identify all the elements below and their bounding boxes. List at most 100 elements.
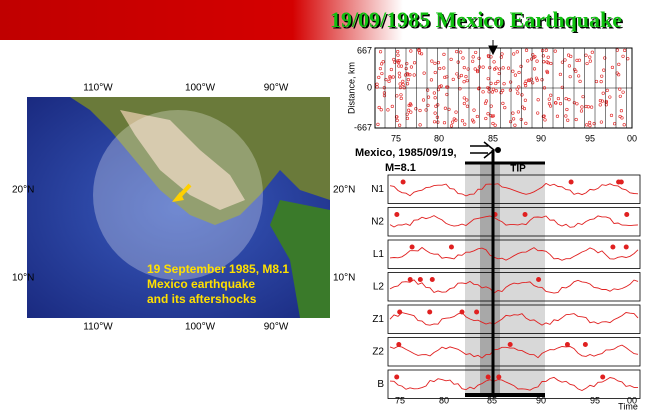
dot [545, 70, 550, 75]
event-arrow [488, 40, 498, 56]
dot [494, 89, 498, 93]
title: 19/09/1985 Mexico Earthquake [330, 7, 622, 32]
dot [430, 59, 434, 63]
dot [496, 79, 500, 84]
dot [598, 98, 602, 103]
dot [398, 75, 402, 79]
dot [509, 80, 513, 84]
dot [405, 82, 410, 86]
dot [399, 96, 403, 101]
lon-label: 90°W [264, 322, 289, 333]
dot [443, 75, 447, 79]
row-label: L1 [373, 249, 385, 260]
dot [462, 66, 466, 70]
dot [512, 52, 516, 56]
row-label: Z2 [372, 346, 384, 357]
dot [602, 68, 606, 72]
dot [391, 75, 395, 79]
dot [501, 88, 505, 93]
dot [460, 119, 465, 123]
dot [599, 120, 603, 124]
alarm-dot [507, 342, 513, 347]
row-curve [389, 376, 639, 391]
dot [417, 48, 421, 52]
y-tick-label: 0 [367, 82, 372, 92]
dot [418, 123, 422, 127]
dot [433, 70, 437, 75]
dot [586, 105, 590, 109]
dot [600, 99, 604, 103]
dot [564, 97, 568, 101]
dot [390, 104, 394, 108]
dot [447, 107, 451, 111]
dot [565, 107, 569, 112]
dot [442, 66, 446, 70]
dot [402, 86, 406, 90]
alarm-dot [396, 342, 402, 347]
dot [409, 110, 413, 114]
dot [529, 57, 534, 61]
dot [608, 95, 612, 99]
dot [386, 108, 390, 112]
x-tick-label: 85 [487, 395, 497, 405]
dot [547, 97, 551, 101]
dot [397, 71, 401, 75]
alarm-dot [400, 179, 406, 185]
dot [494, 81, 498, 86]
dot [599, 79, 603, 84]
dot [454, 118, 458, 122]
dot [519, 117, 523, 122]
dot [579, 109, 584, 113]
dot [524, 48, 529, 52]
dot [499, 91, 503, 95]
map [27, 97, 330, 318]
dot [474, 50, 478, 55]
dot [501, 66, 505, 70]
lon-label: 110°W [83, 322, 113, 333]
dot [398, 86, 403, 90]
dot [501, 101, 505, 106]
dot [375, 82, 379, 86]
dot [517, 85, 521, 89]
dot [462, 80, 466, 84]
dot [588, 124, 592, 128]
alarm-dot [427, 309, 433, 315]
dot [463, 122, 467, 126]
alarm-dot [417, 277, 423, 282]
dot [399, 93, 403, 97]
dot [588, 59, 592, 63]
dot [436, 88, 441, 92]
dot [409, 65, 414, 69]
dot [502, 82, 506, 86]
dot [378, 67, 383, 71]
dot [523, 98, 527, 102]
dot [464, 75, 468, 79]
dot [424, 108, 428, 112]
dot [511, 117, 516, 121]
dot [408, 102, 412, 106]
dot [432, 91, 436, 95]
alarm-dot [600, 374, 606, 380]
dot [541, 54, 545, 58]
dot [592, 121, 596, 126]
dot [544, 48, 548, 52]
dot [405, 62, 409, 66]
dot [465, 79, 469, 83]
dot [489, 81, 493, 85]
dot [433, 111, 437, 115]
dot [450, 120, 455, 124]
dot [577, 58, 581, 62]
lon-label: 110°W [83, 83, 113, 94]
dot [515, 50, 519, 54]
dot [486, 86, 490, 90]
dot [481, 90, 485, 94]
dot [472, 108, 476, 112]
dot [531, 81, 535, 85]
lat-label: 10°N [12, 273, 34, 284]
dot [449, 124, 454, 128]
dot [376, 122, 380, 126]
dot [429, 78, 434, 82]
dot [451, 77, 455, 81]
dot [388, 76, 392, 80]
dot [397, 59, 401, 63]
